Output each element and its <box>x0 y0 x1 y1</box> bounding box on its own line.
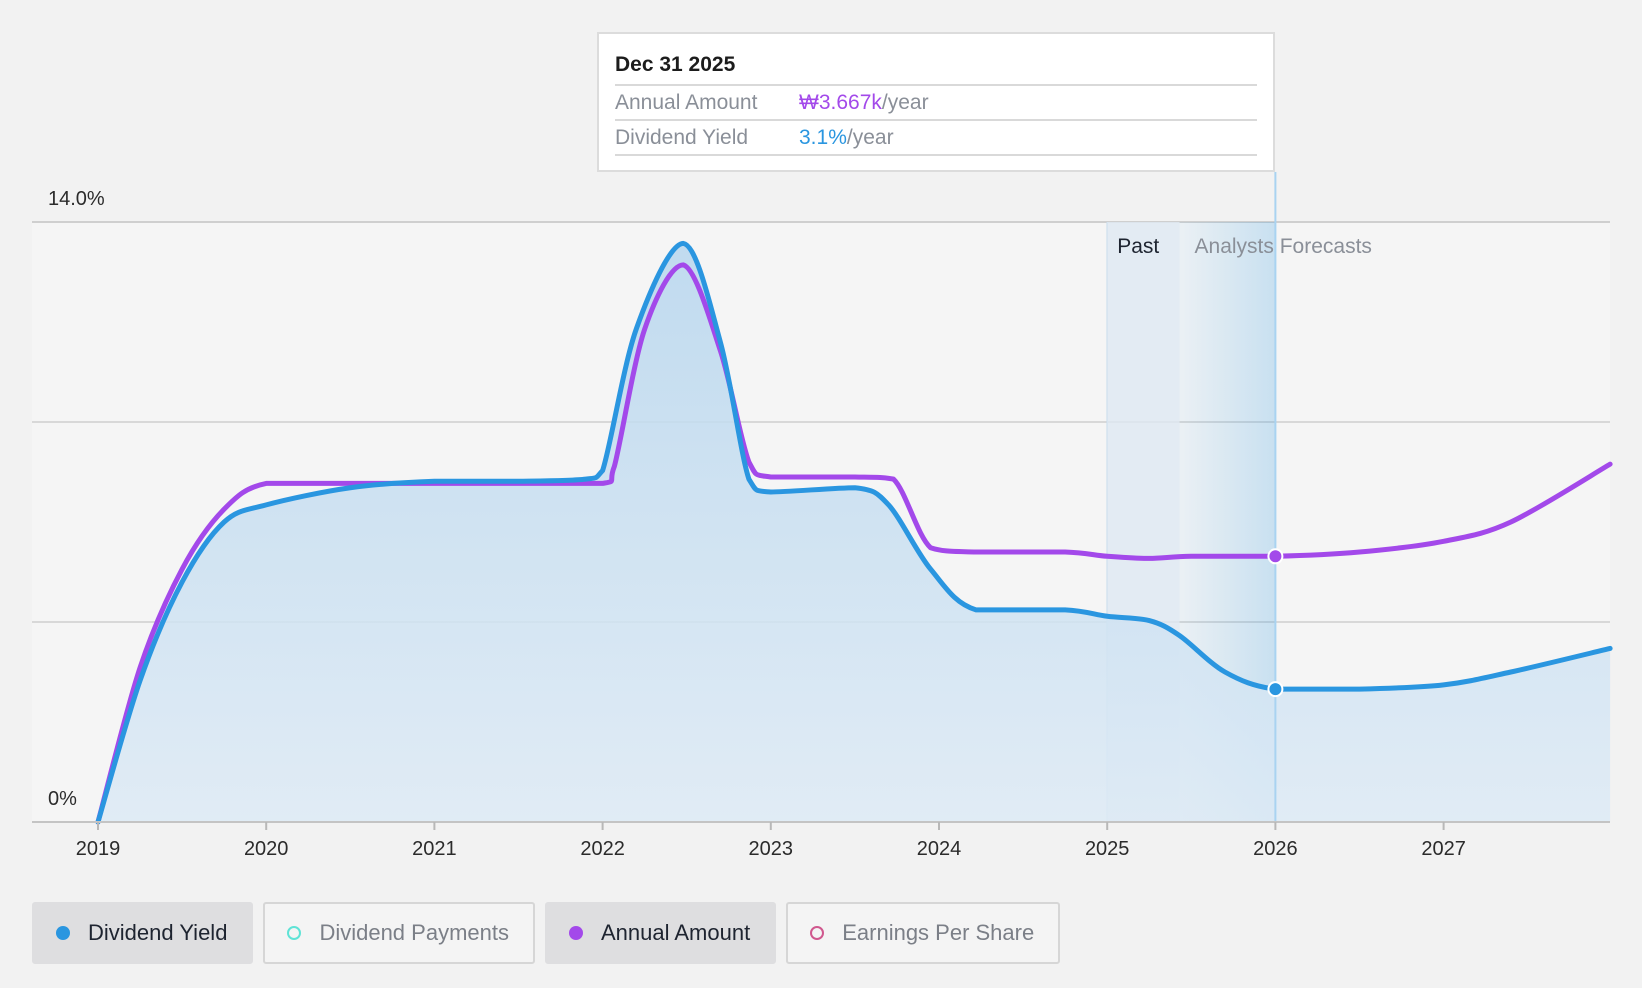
tooltip-label: Annual Amount <box>615 91 758 114</box>
tooltip: Dec 31 2025 Annual Amount ₩3.667k /year … <box>597 32 1275 172</box>
y-axis-min-label: 0% <box>48 788 77 810</box>
legend-label: Dividend Yield <box>88 920 228 945</box>
x-tick-label: 2023 <box>749 838 794 860</box>
tooltip-markers <box>1267 548 1284 698</box>
legend-dividend-yield-button[interactable]: Dividend Yield <box>32 902 254 964</box>
tooltip-label: Dividend Yield <box>615 126 749 149</box>
legend-annual-amount-button[interactable]: Annual Amount <box>544 902 777 964</box>
filled-dot-icon <box>568 926 583 940</box>
tooltip-suffix: /year <box>846 126 894 149</box>
x-tick-label: 2022 <box>580 838 625 860</box>
x-tick-label: 2019 <box>76 838 121 860</box>
tooltip-row-dividend-yield: Dividend Yield 3.1% /year <box>615 119 1257 156</box>
tooltip-value: ₩3.667k <box>799 91 882 114</box>
tooltip-suffix: /year <box>881 91 929 114</box>
data-marker <box>1267 548 1284 565</box>
filled-dot-icon <box>56 926 70 940</box>
x-tick-label: 2027 <box>1421 838 1466 860</box>
x-tick-label: 2021 <box>412 838 457 860</box>
legend-dividend-payments-button[interactable]: Dividend Payments <box>263 902 535 964</box>
x-tick-label: 2024 <box>917 838 962 860</box>
hollow-dot-icon <box>810 926 825 940</box>
legend-label: Dividend Payments <box>319 920 509 945</box>
x-tick-label: 2026 <box>1253 838 1298 860</box>
y-axis-max-label: 14.0% <box>48 188 105 210</box>
data-marker <box>1267 681 1284 698</box>
tooltip-row-annual-amount: Annual Amount ₩3.667k /year <box>615 84 1257 119</box>
legend: Dividend Yield Dividend Payments Annual … <box>32 902 1061 964</box>
annual-amount-line <box>95 262 1613 825</box>
legend-earnings-per-share-button[interactable]: Earnings Per Share <box>786 902 1061 964</box>
dividend-yield-line <box>95 240 1613 825</box>
x-axis-ticks: 2019 2020 2021 2022 2023 2024 2025 2026 2027 <box>76 822 1466 860</box>
x-tick-label: 2025 <box>1085 838 1130 860</box>
legend-label: Earnings Per Share <box>842 920 1035 945</box>
tooltip-value: 3.1% <box>799 126 847 149</box>
tooltip-date: Dec 31 2025 <box>615 53 736 76</box>
analysts-forecasts-label: Analysts Forecasts <box>1195 235 1372 258</box>
legend-label: Annual Amount <box>600 920 751 945</box>
hollow-dot-icon <box>287 926 302 940</box>
past-label: Past <box>1117 235 1159 258</box>
x-tick-label: 2020 <box>244 838 289 860</box>
